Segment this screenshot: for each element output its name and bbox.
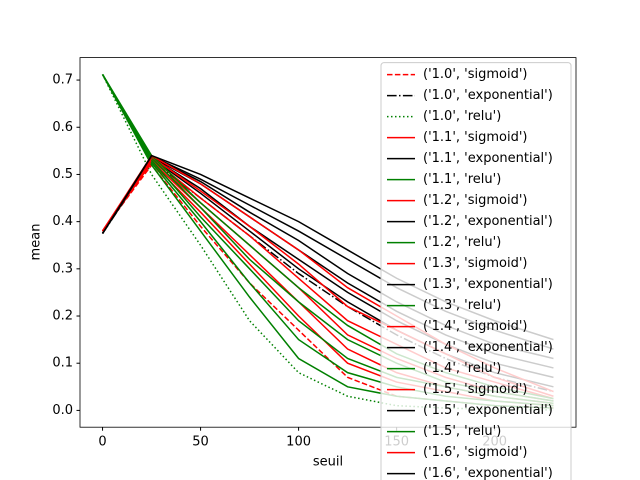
legend-label: ('1.2', 'sigmoid')	[423, 193, 528, 208]
y-tick-label: 0.1	[52, 356, 73, 371]
y-tick-label: 0.3	[52, 261, 73, 276]
legend-label: ('1.5', 'exponential')	[423, 403, 553, 418]
legend-label: ('1.3', 'relu')	[423, 298, 501, 313]
legend-label: ('1.0', 'relu')	[423, 109, 501, 124]
legend-label: ('1.1', 'exponential')	[423, 151, 553, 166]
legend-label: ('1.2', 'relu')	[423, 235, 501, 250]
legend-box	[380, 62, 572, 480]
y-tick-label: 0.5	[52, 167, 73, 182]
legend-label: ('1.1', 'sigmoid')	[423, 130, 528, 145]
y-tick-label: 0.4	[52, 214, 73, 229]
x-axis-label: seuil	[313, 455, 343, 470]
y-tick-label: 0.0	[52, 403, 73, 418]
legend-label: ('1.3', 'sigmoid')	[423, 256, 528, 271]
legend-label: ('1.6', 'exponential')	[423, 466, 553, 480]
y-tick-label: 0.7	[52, 73, 73, 88]
axes-frame	[79, 57, 577, 428]
y-tick-label: 0.6	[52, 120, 73, 135]
legend-label: ('1.3', 'exponential')	[423, 277, 553, 292]
legend-label: ('1.6', 'sigmoid')	[423, 445, 528, 460]
y-axis-label: mean	[29, 224, 44, 261]
legend-label: ('1.4', 'relu')	[423, 361, 501, 376]
legend-label: ('1.4', 'exponential')	[423, 340, 553, 355]
legend-label: ('1.0', 'exponential')	[423, 88, 553, 103]
legend-label: ('1.0', 'sigmoid')	[423, 67, 528, 82]
x-tick-label: 0	[98, 435, 106, 450]
x-tick-label: 100	[286, 435, 311, 450]
legend-label: ('1.2', 'exponential')	[423, 214, 553, 229]
legend-label: ('1.4', 'sigmoid')	[423, 319, 528, 334]
legend-label: ('1.5', 'relu')	[423, 424, 501, 439]
x-tick-label: 50	[192, 435, 209, 450]
legend-label: ('1.5', 'sigmoid')	[423, 382, 528, 397]
legend-label: ('1.1', 'relu')	[423, 172, 501, 187]
y-tick-label: 0.2	[52, 309, 73, 324]
